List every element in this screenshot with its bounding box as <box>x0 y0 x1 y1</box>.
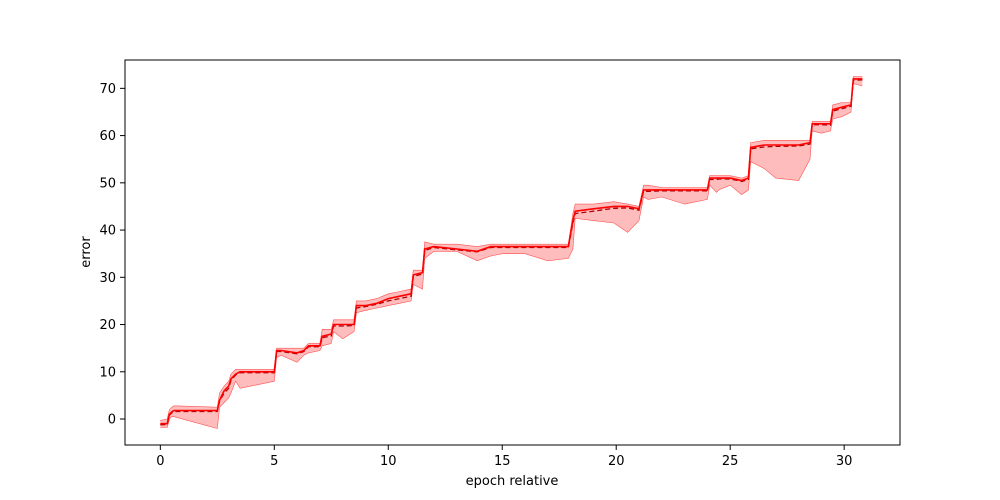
error-band-fill <box>160 76 863 429</box>
plot-area <box>160 76 863 429</box>
y-tick-label: 30 <box>99 271 116 286</box>
y-tick-label: 0 <box>108 413 116 428</box>
y-tick-label: 10 <box>99 365 116 380</box>
y-axis-label: error <box>79 236 94 268</box>
y-tick-label: 20 <box>99 318 116 333</box>
series-mean <box>160 78 863 425</box>
y-tick-label: 60 <box>99 129 116 144</box>
x-axis-ticks: 0 5 10 15 20 25 30 <box>156 445 852 469</box>
x-tick-label: 15 <box>494 454 511 469</box>
y-tick-label: 40 <box>99 224 116 239</box>
x-tick-label: 0 <box>156 454 164 469</box>
series-band-upper <box>160 76 863 421</box>
y-tick-label: 50 <box>99 176 116 191</box>
x-tick-label: 30 <box>836 454 853 469</box>
series-band-lower <box>160 83 863 429</box>
axes-frame <box>124 59 901 446</box>
x-tick-label: 5 <box>270 454 278 469</box>
y-tick-label: 70 <box>99 82 116 97</box>
y-axis-ticks: 0 10 20 30 40 50 60 70 <box>99 82 125 428</box>
x-tick-label: 25 <box>722 454 739 469</box>
x-tick-label: 10 <box>380 454 397 469</box>
x-tick-label: 20 <box>608 454 625 469</box>
x-axis-label: epoch relative <box>466 474 559 489</box>
